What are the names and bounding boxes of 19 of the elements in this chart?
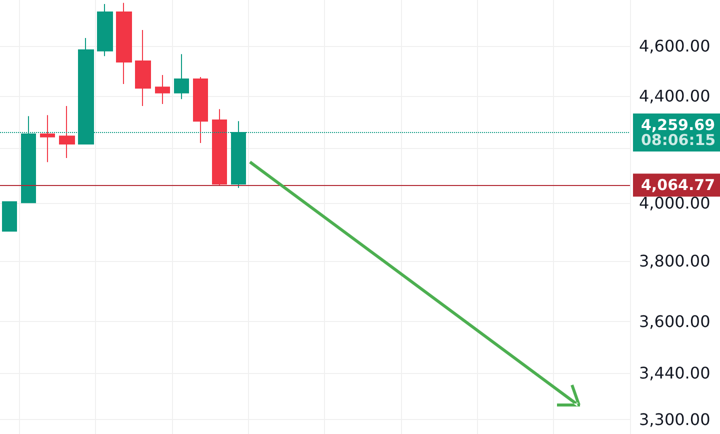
y-tick-label: 4,400.00 (639, 86, 710, 106)
candlestick (116, 2, 132, 85)
y-tick-label: 4,000.00 (639, 194, 710, 213)
candlestick (59, 106, 75, 159)
candlestick (40, 114, 55, 163)
candlestick (97, 4, 113, 57)
ref-line-label: 4,064.77 (641, 176, 716, 194)
candlestick (135, 29, 151, 107)
candlestick (174, 54, 189, 100)
candlestick (212, 108, 227, 186)
candlestick (193, 76, 208, 144)
y-tick-label: 3,300.00 (639, 410, 710, 430)
ref-line-label: 4,259.69 (641, 116, 716, 134)
y-tick-label: 3,800.00 (639, 251, 710, 270)
candlestick (2, 201, 17, 232)
candlestick (155, 74, 170, 104)
y-tick-label: 4,600.00 (639, 36, 710, 56)
y-tick-label: 3,440.00 (639, 363, 710, 382)
y-tick-label: 3,600.00 (639, 312, 710, 332)
